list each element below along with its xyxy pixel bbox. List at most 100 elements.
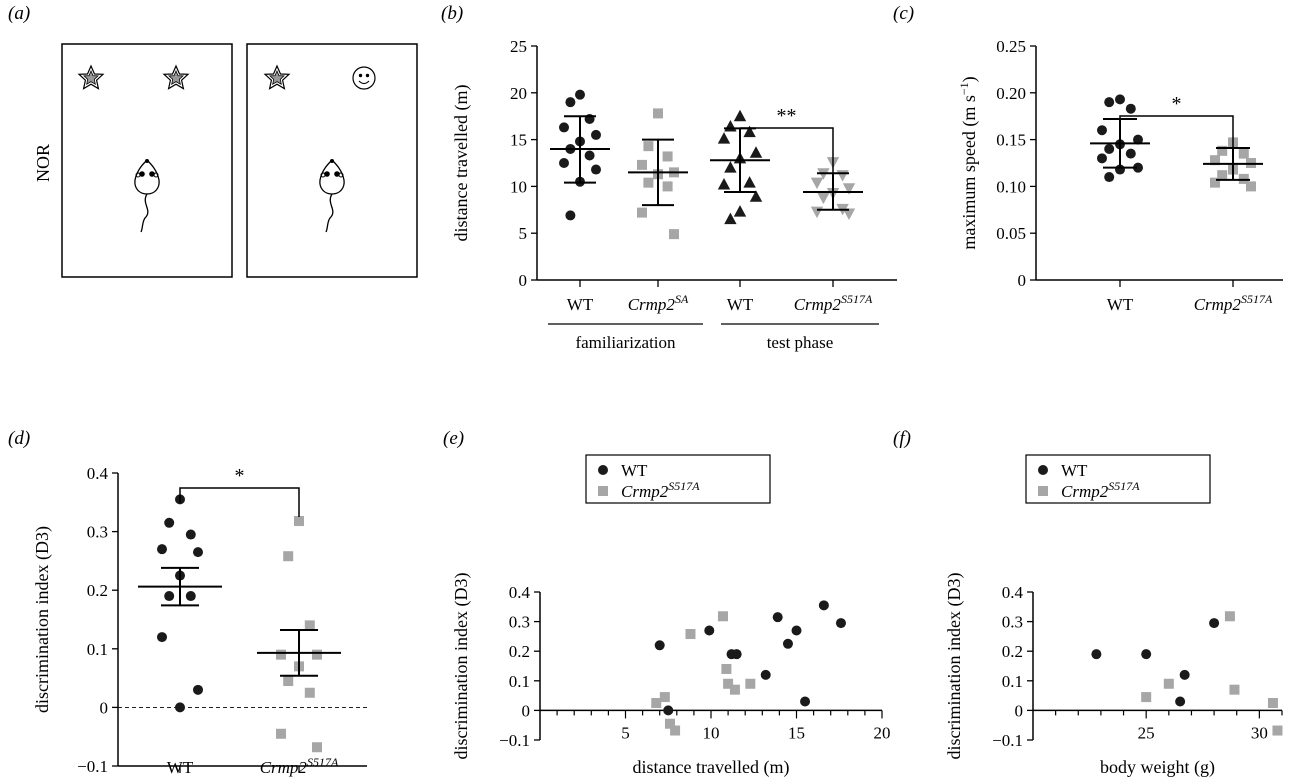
data-point bbox=[1210, 177, 1220, 188]
data-series bbox=[1091, 618, 1220, 707]
data-point bbox=[559, 158, 569, 168]
data-series bbox=[138, 494, 222, 713]
data-point bbox=[1091, 649, 1102, 660]
data-point bbox=[663, 705, 674, 716]
legend-box bbox=[1025, 454, 1211, 504]
x-category-label-main: Crmp2 bbox=[260, 758, 308, 777]
data-series bbox=[550, 89, 610, 221]
data-series bbox=[710, 109, 770, 225]
data-point bbox=[733, 109, 747, 122]
data-point bbox=[1115, 94, 1125, 105]
y-axis-label: distance travelled (m) bbox=[451, 85, 472, 242]
data-point bbox=[157, 544, 167, 555]
significance-bracket bbox=[740, 127, 834, 187]
data-point bbox=[575, 89, 585, 100]
data-point bbox=[704, 625, 715, 636]
y-axis-label-text: maximum speed (m s bbox=[959, 95, 980, 249]
data-point bbox=[637, 159, 647, 170]
data-point bbox=[729, 684, 740, 695]
x-category-label-sup: S517A bbox=[307, 755, 339, 769]
data-point bbox=[185, 591, 196, 602]
significance-marker: ** bbox=[777, 105, 797, 127]
y-tick-label: 0.25 bbox=[996, 37, 1026, 56]
data-point bbox=[1141, 649, 1152, 660]
data-point bbox=[662, 181, 673, 192]
data-point bbox=[304, 620, 315, 631]
data-point bbox=[584, 150, 595, 161]
x-axis-label: body weight (g) bbox=[1100, 757, 1215, 778]
data-point bbox=[1224, 611, 1235, 622]
data-point bbox=[1163, 678, 1174, 689]
y-tick-label: 0.1 bbox=[1002, 672, 1023, 691]
data-point bbox=[1133, 134, 1143, 145]
data-point bbox=[723, 678, 734, 689]
y-tick-label: 20 bbox=[510, 84, 527, 103]
legend-box bbox=[585, 454, 771, 504]
x-category-label-main: WT bbox=[727, 295, 754, 314]
legend-label: WT bbox=[1061, 461, 1088, 480]
data-point bbox=[782, 638, 793, 649]
panel-label-b: (b) bbox=[441, 3, 463, 24]
data-point bbox=[643, 141, 654, 152]
x-category-label: Crmp2S517A bbox=[1194, 292, 1273, 314]
data-point bbox=[654, 640, 665, 651]
data-point bbox=[669, 229, 679, 240]
arena-familiarization bbox=[61, 43, 233, 278]
significance-marker: * bbox=[1172, 93, 1182, 115]
data-point bbox=[836, 170, 849, 182]
x-category-label-main: WT bbox=[567, 295, 594, 314]
data-point bbox=[724, 161, 737, 173]
y-tick-label: 0 bbox=[100, 698, 109, 717]
legend-label: Crmp2S517A bbox=[1061, 479, 1140, 501]
data-point bbox=[1179, 669, 1190, 680]
y-tick-label: 0.3 bbox=[87, 523, 108, 542]
data-point bbox=[670, 725, 681, 736]
x-category-label: Crmp2S517A bbox=[260, 755, 339, 777]
data-point bbox=[185, 529, 196, 540]
nor-schematic: NOR bbox=[33, 43, 418, 278]
data-point bbox=[312, 649, 322, 660]
data-point bbox=[312, 742, 322, 753]
y-axis-label-text: distance travelled (m) bbox=[451, 85, 472, 242]
star-object-icon bbox=[263, 64, 291, 90]
y-tick-label: 0.4 bbox=[87, 464, 109, 483]
arena-test bbox=[246, 43, 418, 278]
data-point bbox=[721, 663, 732, 674]
y-tick-label: 0.1 bbox=[509, 672, 530, 691]
data-point bbox=[193, 684, 203, 695]
data-point bbox=[743, 125, 756, 138]
y-tick-label: 0.4 bbox=[509, 583, 531, 602]
y-tick-label: 5 bbox=[519, 224, 528, 243]
data-point bbox=[1104, 97, 1115, 108]
data-series bbox=[1141, 611, 1283, 736]
legend-label-main: WT bbox=[1061, 461, 1088, 480]
y-tick-label: −0.1 bbox=[77, 757, 108, 776]
chart-maximum-speed: 0 0.05 0.10 0.15 0.20 0.25 maximum speed (m s−… bbox=[957, 37, 1283, 314]
data-point bbox=[818, 600, 829, 611]
data-point bbox=[294, 516, 304, 527]
y-tick-label: 0.1 bbox=[87, 640, 108, 659]
x-category-label: WT bbox=[1107, 295, 1134, 314]
legend-marker bbox=[1038, 465, 1048, 475]
data-point bbox=[717, 178, 731, 190]
data-point bbox=[1097, 153, 1107, 164]
data-point bbox=[743, 176, 756, 188]
x-category-label: Crmp2SA bbox=[628, 292, 689, 314]
data-point bbox=[164, 517, 175, 528]
data-point bbox=[1104, 143, 1115, 154]
panel-label-a: (a) bbox=[8, 3, 30, 24]
x-category-label: WT bbox=[167, 758, 194, 777]
x-category-label-sup: S517A bbox=[1241, 292, 1273, 306]
data-point bbox=[1272, 725, 1283, 736]
panel-label-c: (c) bbox=[893, 3, 914, 24]
y-tick-label: 0.05 bbox=[996, 224, 1026, 243]
star-object-icon bbox=[77, 64, 105, 90]
data-point bbox=[1217, 145, 1228, 156]
y-tick-label: −0.1 bbox=[992, 731, 1023, 750]
data-point bbox=[164, 591, 175, 602]
data-point bbox=[1246, 181, 1256, 192]
data-point bbox=[1209, 618, 1220, 629]
data-point bbox=[772, 612, 783, 623]
y-tick-label: 0 bbox=[1018, 271, 1027, 290]
